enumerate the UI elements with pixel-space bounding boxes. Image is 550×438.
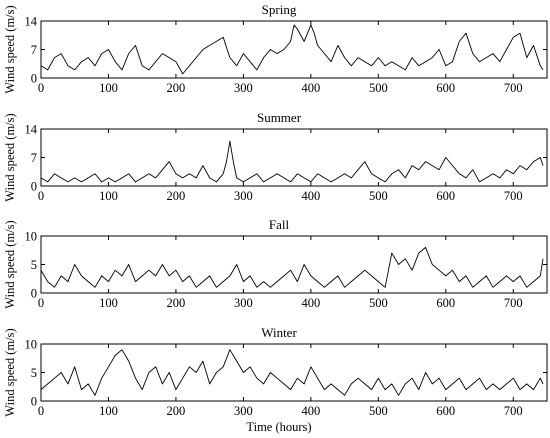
panel-title: Summer [257,110,302,125]
x-tick-label: 600 [436,189,455,203]
x-tick-label: 500 [369,296,388,310]
plot-frame [40,343,548,402]
x-tick-label: 500 [369,81,388,95]
y-tick-label: 14 [25,15,38,29]
y-tick-label: 0 [31,395,37,409]
y-tick-label: 0 [31,287,37,301]
x-tick-label: 100 [99,404,118,418]
panel-title: Spring [262,2,297,17]
y-axis-label: Wind speed (m/s) [3,220,17,308]
y-tick-label: 10 [25,230,38,244]
x-tick-label: 700 [504,81,523,95]
y-tick-label: 0 [31,72,37,86]
x-tick-label: 100 [99,296,118,310]
series-line-fall [40,246,544,288]
x-tick-label: 500 [369,404,388,418]
x-tick-label: 100 [99,189,118,203]
x-tick-label: 300 [234,296,253,310]
series-line-summer [40,140,544,183]
y-tick-label: 5 [31,258,37,272]
x-tick-label: 200 [167,296,186,310]
series-line-spring [40,24,544,75]
y-tick-label: 14 [25,123,38,137]
y-tick-label: 5 [31,366,37,380]
x-tick-label: 600 [436,296,455,310]
y-tick-label: 7 [31,151,37,165]
y-tick-label: 0 [31,180,37,194]
x-tick-label: 200 [167,189,186,203]
x-tick-label: 300 [234,81,253,95]
y-axis-label: Wind speed (m/s) [3,113,17,201]
x-axis-label: Time (hours) [246,420,311,434]
x-tick-label: 0 [38,404,44,418]
x-tick-label: 200 [167,81,186,95]
x-tick-label: 0 [38,296,44,310]
y-tick-label: 7 [31,43,37,57]
x-tick-label: 0 [38,189,44,203]
panel-title: Winter [261,325,297,340]
y-tick-label: 10 [25,338,38,352]
panel-winter: Winter 0 100 200 300 400 500 600 700 0 5 10 Wind spe… [3,325,548,434]
x-tick-label: 0 [38,81,44,95]
x-tick-label: 100 [99,81,118,95]
x-tick-label: 700 [504,296,523,310]
x-tick-label: 400 [301,296,320,310]
x-tick-label: 400 [301,404,320,418]
panel-summer: Summer 0 100 200 300 400 500 600 700 0 7 14 Wind spe… [3,110,548,203]
x-tick-label: 300 [234,404,253,418]
y-axis-label: Wind speed (m/s) [3,5,17,93]
y-axis-label: Wind speed (m/s) [3,328,17,416]
x-tick-label: 500 [369,189,388,203]
x-tick-label: 400 [301,189,320,203]
x-tick-label: 400 [301,81,320,95]
x-tick-label: 600 [436,81,455,95]
panel-fall: Fall 0 100 200 300 400 500 600 700 0 5 10 Wind speed… [3,217,548,310]
x-tick-label: 600 [436,404,455,418]
x-tick-label: 300 [234,189,253,203]
x-tick-label: 200 [167,404,186,418]
panel-spring: Spring 0 100 200 300 400 500 600 700 0 7 14 Wind spe… [3,2,548,95]
series-line-winter [40,349,544,396]
x-tick-label: 700 [504,189,523,203]
x-tick-label: 700 [504,404,523,418]
panel-title: Fall [269,217,290,232]
